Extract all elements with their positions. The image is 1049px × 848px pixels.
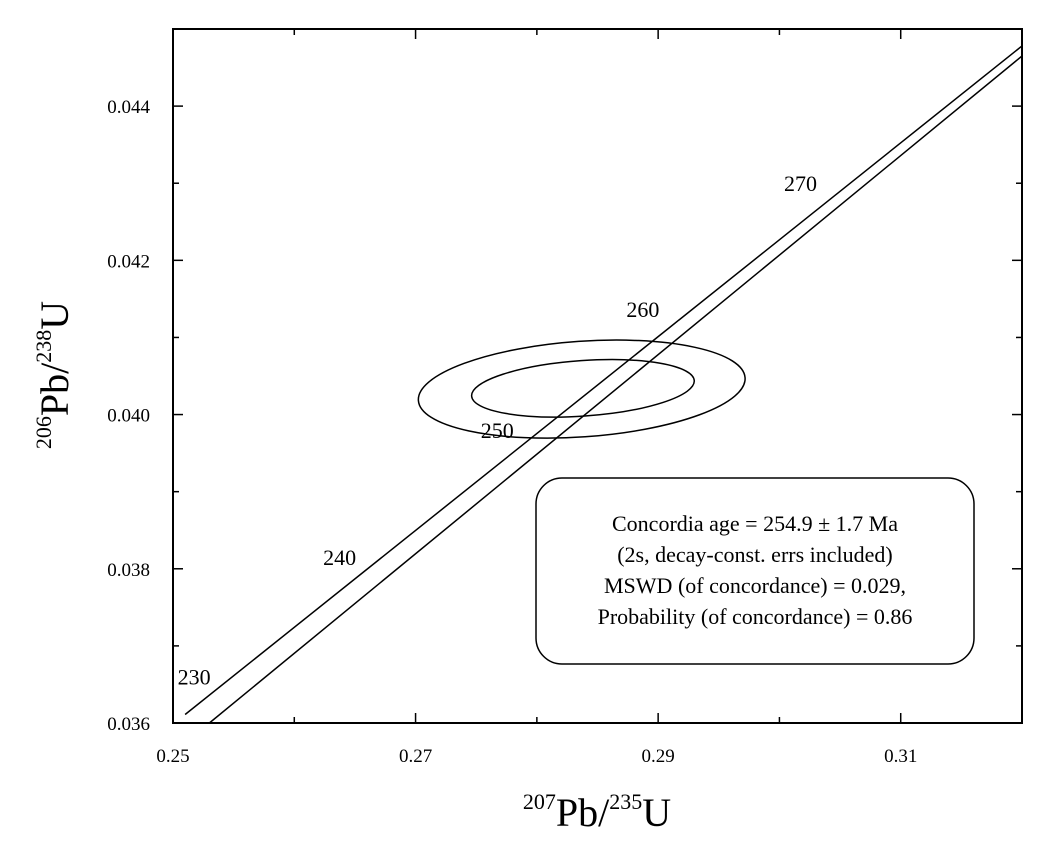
- x-axis-title-sup2: 235: [609, 789, 642, 814]
- y-axis-title-base1: Pb/: [32, 362, 77, 416]
- x-axis-title-base1: Pb/: [556, 790, 610, 835]
- annotation-box: Concordia age = 254.9 ± 1.7 Ma (2s, deca…: [535, 477, 975, 665]
- annotation-line-4: Probability (of concordance) = 0.86: [598, 604, 913, 629]
- age-label: 240: [323, 545, 356, 570]
- y-tick-label: 0.044: [107, 97, 150, 118]
- y-axis-title: 206Pb/238U: [31, 301, 77, 449]
- y-axis-title-sup1: 206: [31, 416, 56, 449]
- concordia-lower-line: [208, 55, 1023, 724]
- age-label: 230: [178, 665, 211, 690]
- x-tick-label: 0.31: [884, 746, 917, 767]
- age-tick-mark: [671, 320, 682, 331]
- annotation-line-1: Concordia age = 254.9 ± 1.7 Ma: [612, 511, 898, 536]
- y-axis-title-sup2: 238: [31, 330, 56, 363]
- axis-ticks: [172, 29, 1022, 724]
- x-tick-label: 0.25: [156, 746, 189, 767]
- inner-error-ellipse: [470, 358, 696, 418]
- y-tick-label: 0.038: [107, 560, 150, 581]
- age-label: 250: [481, 418, 514, 443]
- concordia-upper-line: [184, 45, 1023, 716]
- age-markers: 230 240 250 260 270: [178, 171, 840, 699]
- age-tick-mark: [525, 442, 537, 452]
- x-tick-label: 0.29: [642, 746, 675, 767]
- annotation-border: [535, 477, 975, 665]
- outer-error-ellipse: [417, 339, 746, 439]
- annotation-line-2: (2s, decay-const. errs included): [617, 542, 893, 567]
- annotation-line-3: MSWD (of concordance) = 0.029,: [604, 573, 906, 598]
- concordia-band: [184, 45, 1023, 724]
- x-tick-label: 0.27: [399, 746, 432, 767]
- age-tick-mark: [828, 195, 840, 206]
- axis-tick-labels: 0.25 0.27 0.29 0.31 0.036 0.038 0.040 0.042 0.04…: [107, 97, 917, 767]
- age-label: 260: [626, 297, 659, 322]
- x-axis-title-base2: U: [642, 790, 671, 835]
- error-ellipses: [417, 339, 746, 439]
- y-tick-label: 0.040: [107, 406, 150, 427]
- age-tick-mark: [367, 569, 379, 580]
- y-tick-label: 0.042: [107, 251, 150, 272]
- y-tick-label: 0.036: [107, 714, 150, 735]
- x-axis-title-sup1: 207: [523, 789, 556, 814]
- age-label: 270: [784, 171, 817, 196]
- age-tick-mark: [222, 688, 233, 699]
- y-axis-title-base2: U: [32, 301, 77, 330]
- plot-frame: [172, 28, 1023, 724]
- x-axis-title: 207Pb/235U: [523, 789, 671, 835]
